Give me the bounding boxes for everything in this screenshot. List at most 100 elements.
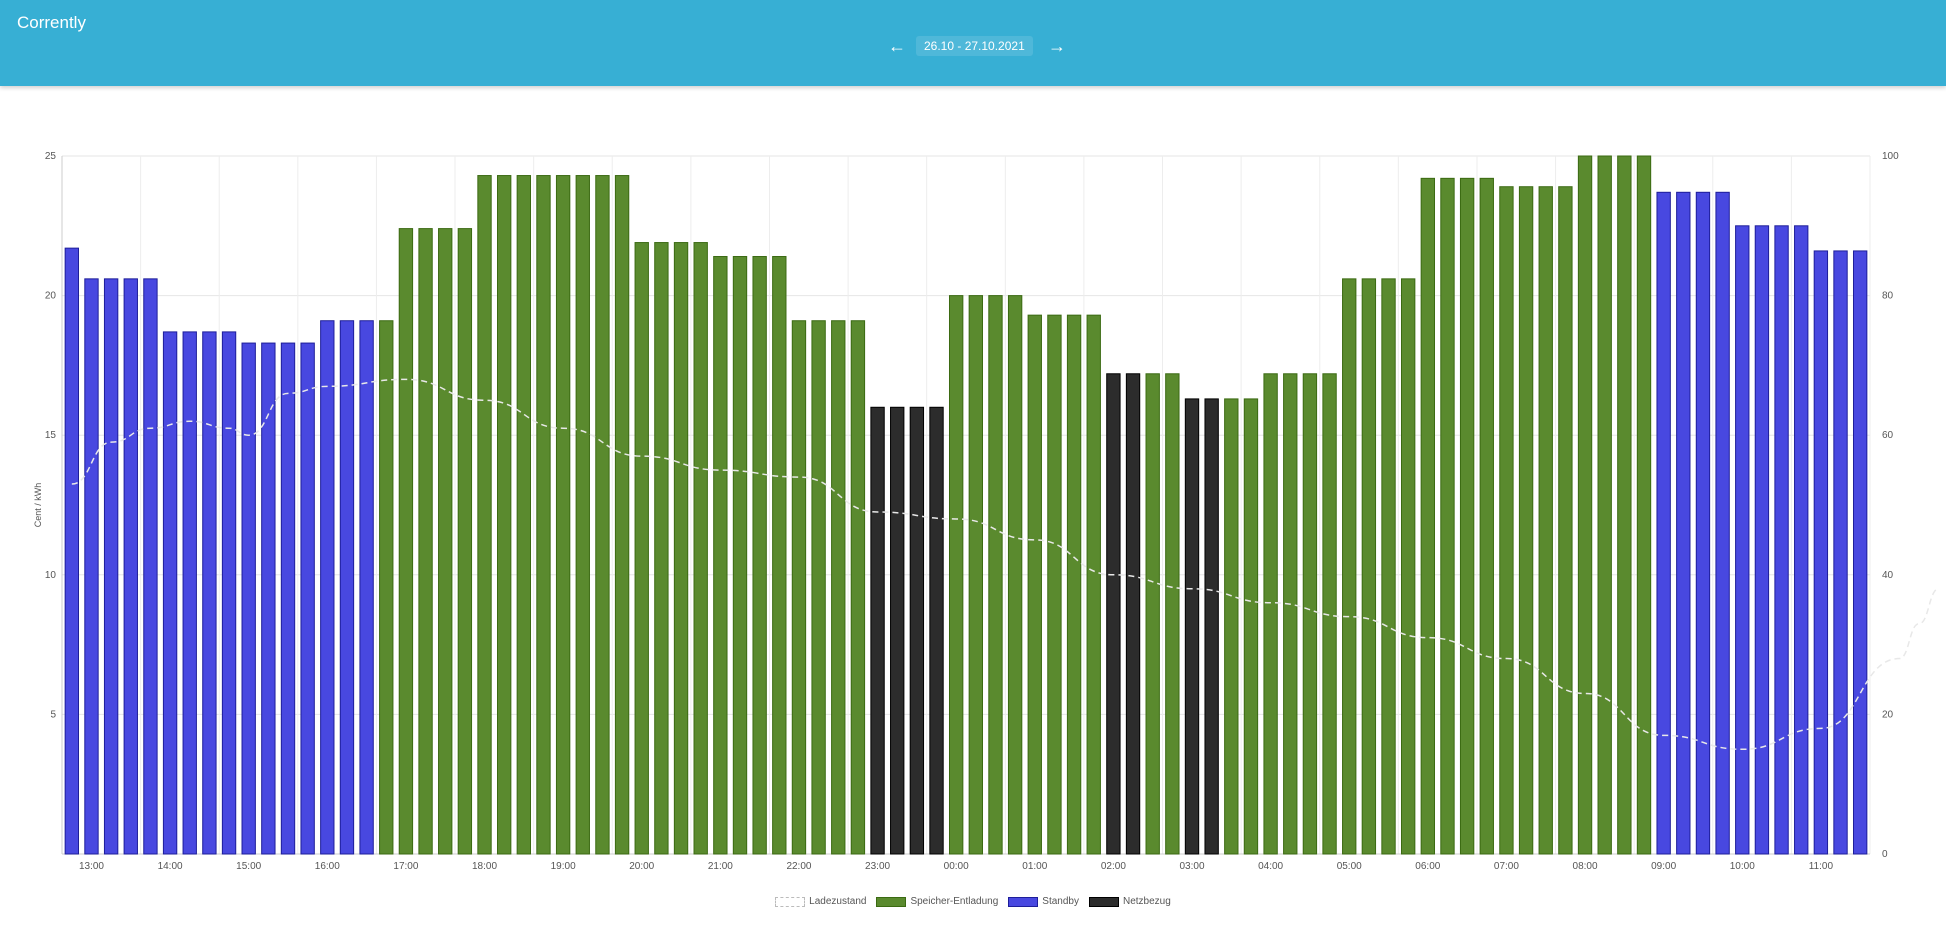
legend-label-standby: Standby xyxy=(1042,896,1079,907)
bar xyxy=(772,256,787,855)
bar xyxy=(339,320,355,855)
bar xyxy=(359,320,374,855)
bar xyxy=(280,342,296,855)
bar xyxy=(300,342,315,855)
bar xyxy=(791,320,807,855)
x-tick-label: 06:00 xyxy=(1415,861,1440,872)
x-tick-label: 18:00 xyxy=(472,861,497,872)
legend-swatch-netzbezug xyxy=(1089,896,1119,907)
y-tick-label: 20 xyxy=(45,291,57,302)
bar xyxy=(1577,155,1593,855)
bar xyxy=(870,406,885,855)
bar xyxy=(202,331,217,855)
chart-legend: Ladezustand Speicher-Entladung Standby N… xyxy=(0,896,1946,907)
bar xyxy=(1027,314,1042,855)
x-tick-label: 03:00 xyxy=(1179,861,1204,872)
bar xyxy=(595,175,610,855)
x-tick-label: 10:00 xyxy=(1730,861,1755,872)
bar xyxy=(1636,155,1652,855)
y-axis-label: Cent / kWh xyxy=(33,483,43,528)
app-title: Corrently xyxy=(17,13,86,32)
x-tick-label: 19:00 xyxy=(551,861,576,872)
bar xyxy=(379,320,394,855)
y2-tick-label: 0 xyxy=(1882,849,1888,860)
bar xyxy=(654,242,669,855)
bar xyxy=(929,406,944,855)
x-tick-label: 04:00 xyxy=(1258,861,1283,872)
bar xyxy=(968,295,984,855)
x-tick-label: 05:00 xyxy=(1337,861,1362,872)
bar xyxy=(1106,373,1121,855)
bar xyxy=(1794,225,1809,855)
bar xyxy=(634,242,649,855)
previous-day-button[interactable]: ← xyxy=(887,36,907,56)
y-tick-label: 25 xyxy=(45,151,57,162)
bar xyxy=(398,228,414,855)
bar xyxy=(1263,373,1278,855)
bar xyxy=(1735,225,1750,855)
x-tick-label: 17:00 xyxy=(393,861,418,872)
bar xyxy=(1047,314,1062,855)
bar xyxy=(811,320,826,855)
legend-item-netzbezug[interactable]: Netzbezug xyxy=(1089,896,1171,907)
y2-tick-label: 60 xyxy=(1882,430,1894,441)
bar xyxy=(1007,295,1023,855)
bar xyxy=(1656,191,1671,855)
bar xyxy=(162,331,178,855)
bar xyxy=(103,278,119,855)
bar xyxy=(713,256,728,855)
x-tick-label: 14:00 xyxy=(158,861,183,872)
x-tick-label: 08:00 xyxy=(1573,861,1598,872)
bar xyxy=(1676,191,1691,855)
bar xyxy=(693,242,708,855)
bar xyxy=(418,228,433,855)
y-tick-label: 15 xyxy=(45,430,57,441)
bar xyxy=(143,278,158,855)
price-chart: 5 10 15 20 25 0 20 40 60 80 100 Cent / kWh 13:00 14:0… xyxy=(33,151,1940,872)
bar xyxy=(850,320,866,855)
bar xyxy=(477,175,492,855)
x-tick-label: 16:00 xyxy=(315,861,340,872)
bar xyxy=(1617,155,1632,855)
bar xyxy=(1125,373,1141,855)
top-app-bar: Corrently ← 26.10 - 27.10.2021 → xyxy=(0,0,1946,86)
legend-item-ladezustand[interactable]: Ladezustand xyxy=(775,896,866,907)
bar xyxy=(261,342,276,855)
bar xyxy=(732,256,748,855)
bar xyxy=(1538,186,1553,855)
bar xyxy=(1754,225,1770,855)
legend-item-standby[interactable]: Standby xyxy=(1008,896,1079,907)
x-tick-label: 11:00 xyxy=(1809,861,1834,872)
bar xyxy=(1381,278,1396,855)
bar xyxy=(1499,186,1514,855)
bar xyxy=(1302,373,1318,855)
y2-tick-label: 80 xyxy=(1882,291,1894,302)
bar xyxy=(457,228,473,855)
next-day-button[interactable]: → xyxy=(1047,36,1067,56)
y-tick-label: 10 xyxy=(45,570,57,581)
bar xyxy=(1715,191,1730,855)
bar xyxy=(1558,186,1573,855)
bar xyxy=(673,242,689,855)
bar xyxy=(1852,250,1868,855)
bar xyxy=(575,175,590,855)
bar xyxy=(438,228,453,855)
y2-tick-label: 100 xyxy=(1882,151,1899,162)
legend-swatch-standby xyxy=(1008,896,1039,907)
x-tick-label: 21:00 xyxy=(708,861,733,872)
bar xyxy=(1833,250,1848,855)
x-tick-label: 15:00 xyxy=(236,861,261,872)
bar xyxy=(1283,373,1298,855)
bar xyxy=(1813,250,1829,855)
bar xyxy=(752,256,767,855)
bar xyxy=(84,278,99,855)
bar xyxy=(1322,373,1337,855)
bar xyxy=(1224,398,1239,855)
bar xyxy=(1459,177,1475,855)
legend-item-speicher-entladung[interactable]: Speicher-Entladung xyxy=(876,896,998,907)
date-range-picker[interactable]: 26.10 - 27.10.2021 xyxy=(916,36,1033,56)
bar xyxy=(1361,278,1377,855)
bar xyxy=(948,295,964,855)
arrow-right-icon: → xyxy=(1048,36,1066,56)
bar xyxy=(320,320,335,855)
